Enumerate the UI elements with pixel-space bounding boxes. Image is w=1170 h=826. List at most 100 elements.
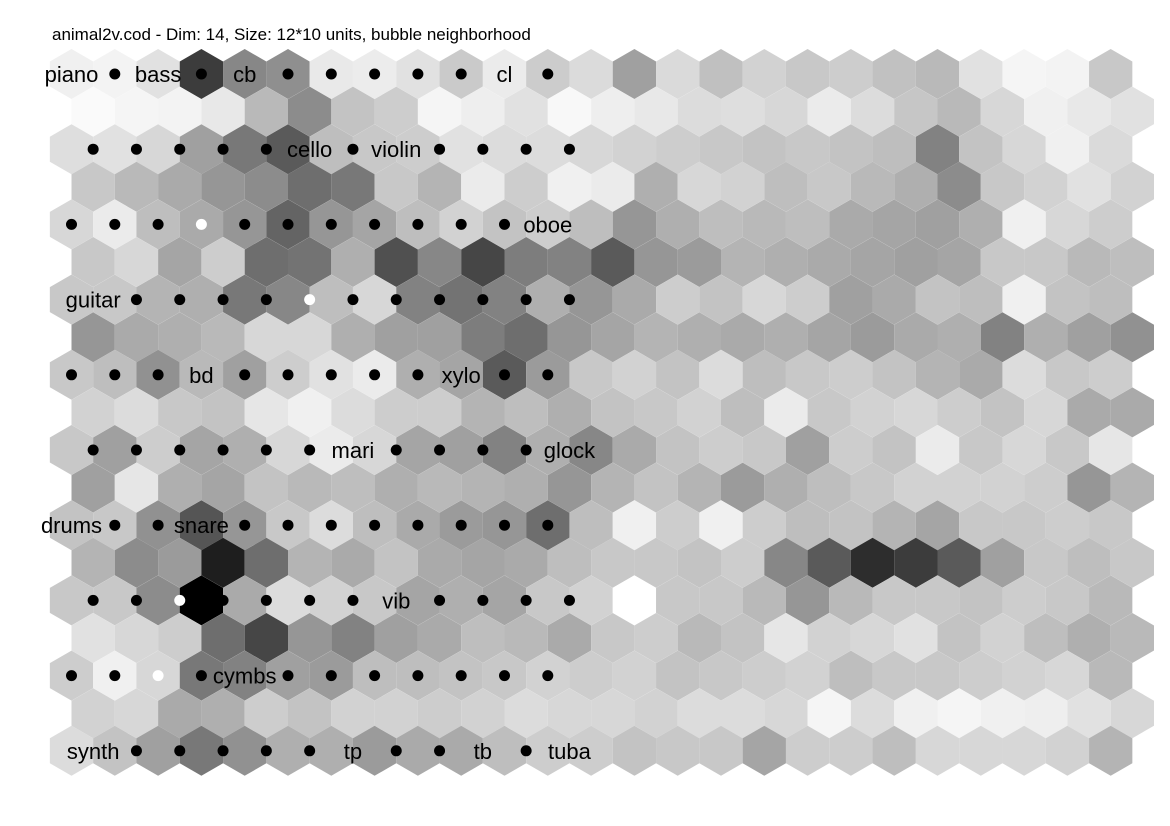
umatrix-hex [915, 500, 960, 551]
umatrix-hex [1002, 274, 1046, 325]
umatrix-hex [1045, 49, 1090, 99]
umatrix-hex [547, 237, 592, 287]
umatrix-hex [742, 49, 786, 99]
umatrix-hex [807, 688, 851, 739]
umatrix-hex [829, 575, 873, 626]
unit-marker [499, 369, 510, 381]
unit-marker [195, 68, 207, 80]
umatrix-hex [937, 537, 981, 588]
umatrix-hex [894, 161, 938, 212]
umatrix-hex [331, 537, 375, 588]
umatrix-hex [634, 312, 678, 363]
umatrix-hex [374, 387, 418, 438]
umatrix-hex [526, 575, 570, 626]
umatrix-hex [850, 86, 895, 137]
unit-marker [260, 294, 272, 306]
umatrix-hex [504, 462, 548, 513]
umatrix-hex [352, 725, 397, 776]
umatrix-hex [179, 124, 224, 175]
umatrix-hex [417, 312, 462, 363]
umatrix-hex [656, 124, 700, 175]
umatrix-hex [417, 161, 462, 212]
umatrix-hex [612, 725, 657, 776]
umatrix-hex [547, 537, 592, 588]
umatrix-hex [742, 500, 786, 551]
umatrix-hex [634, 462, 678, 513]
unit-marker [455, 519, 467, 531]
umatrix-hex [1110, 688, 1154, 739]
umatrix-hex [829, 49, 873, 99]
umatrix-hex [569, 199, 613, 250]
umatrix-hex [439, 425, 483, 475]
unit-marker [174, 294, 186, 306]
umatrix-hex [1045, 199, 1090, 250]
umatrix-hex [612, 349, 657, 400]
umatrix-hex [396, 725, 440, 776]
umatrix-hex [742, 199, 786, 250]
umatrix-hex [71, 161, 115, 212]
unit-marker [477, 594, 489, 606]
umatrix-hex [937, 237, 981, 287]
umatrix-hex [331, 161, 375, 212]
umatrix-hex [764, 387, 808, 438]
umatrix-hex [656, 274, 700, 325]
umatrix-hex [1024, 462, 1068, 513]
umatrix-hex [785, 500, 830, 551]
umatrix-hex [850, 312, 895, 363]
unit-marker [455, 218, 467, 230]
umatrix-hex [1110, 387, 1154, 438]
umatrix-hex [807, 387, 851, 438]
umatrix-hex [1045, 124, 1090, 175]
umatrix-hex [482, 575, 527, 626]
umatrix-hex [721, 613, 765, 663]
unit-marker [542, 369, 554, 381]
umatrix-hex [417, 462, 462, 513]
umatrix-hex [158, 86, 202, 137]
umatrix-hex [223, 650, 267, 701]
unit-marker [152, 218, 164, 230]
unit-marker [542, 68, 554, 80]
unit-marker [260, 444, 272, 456]
unit-marker [542, 519, 554, 531]
umatrix-hex [785, 650, 830, 701]
umatrix-hex [872, 199, 916, 250]
umatrix-hex [266, 124, 310, 175]
umatrix-hex [547, 312, 592, 363]
umatrix-hex [850, 237, 895, 287]
umatrix-hex [1045, 575, 1090, 626]
umatrix-hex [634, 387, 678, 438]
umatrix-hex [1002, 575, 1046, 626]
umatrix-hex [569, 274, 613, 325]
umatrix-hex [244, 312, 288, 363]
umatrix-hex [850, 462, 895, 513]
umatrix-hex [482, 49, 527, 99]
highlighted-unit-marker [152, 670, 164, 682]
umatrix-hex [829, 124, 873, 175]
umatrix-hex [1067, 387, 1111, 438]
umatrix-hex [201, 387, 245, 438]
unit-marker [260, 594, 272, 606]
umatrix-hex [894, 237, 938, 287]
umatrix-hex [785, 575, 830, 626]
umatrix-hex [417, 613, 462, 663]
umatrix-hex [656, 725, 700, 776]
umatrix-hex [179, 349, 224, 400]
unit-label-xylo: xylo [442, 363, 481, 388]
umatrix-hex [829, 725, 873, 776]
umatrix-hex [93, 124, 137, 175]
unit-marker [499, 670, 510, 682]
umatrix-hex [785, 725, 830, 776]
umatrix-hex [764, 86, 808, 137]
unit-label-bass: bass [135, 62, 181, 87]
umatrix-hex [677, 613, 721, 663]
unit-marker [434, 745, 446, 757]
umatrix-hex [136, 725, 180, 776]
umatrix-hex [374, 537, 418, 588]
umatrix-hex [677, 312, 721, 363]
umatrix-hex [872, 49, 916, 99]
unit-marker [239, 369, 251, 381]
unit-label-cello: cello [287, 137, 332, 162]
umatrix-hex [309, 725, 353, 776]
umatrix-hex [850, 613, 895, 663]
umatrix-hex [829, 425, 873, 475]
